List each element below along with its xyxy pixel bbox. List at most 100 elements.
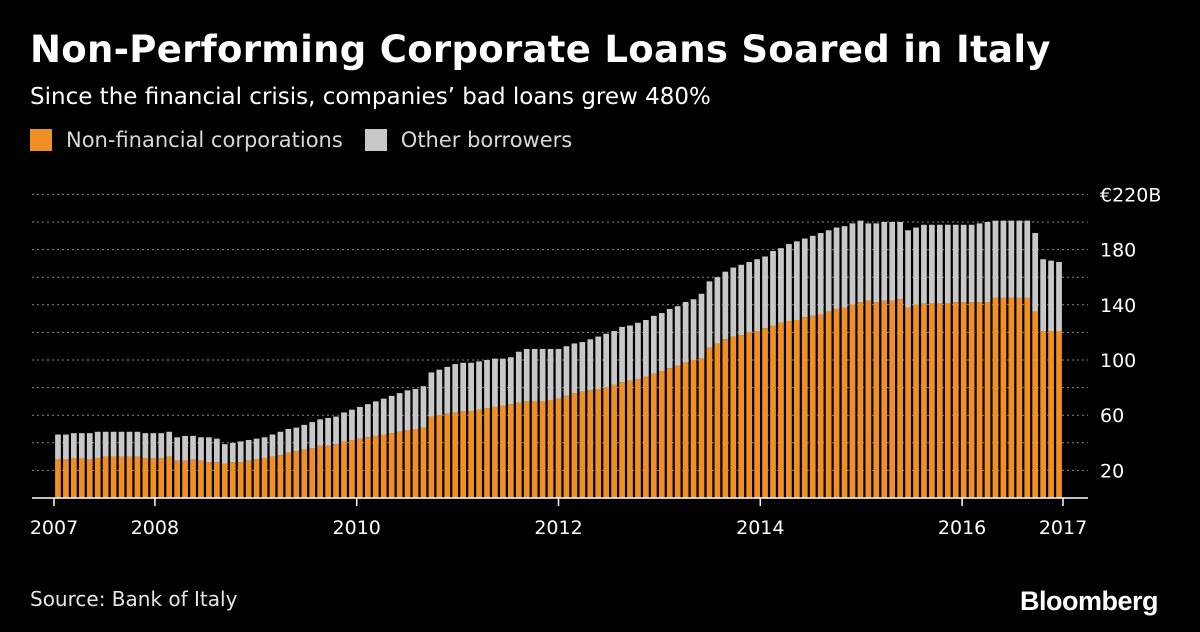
x-tick-label-2016: 2016 xyxy=(938,517,986,539)
bar-non-financial-84 xyxy=(722,339,729,498)
bar-other-87 xyxy=(746,262,753,333)
bar-other-56 xyxy=(500,358,506,406)
bar-other-66 xyxy=(579,342,586,392)
bar-non-financial-57 xyxy=(507,404,514,498)
bar-other-72 xyxy=(627,325,633,381)
bar-other-5 xyxy=(94,431,101,458)
bar-non-financial-41 xyxy=(380,434,387,498)
bar-non-financial-78 xyxy=(674,365,681,498)
bar-non-financial-26 xyxy=(261,457,268,498)
bar-other-10 xyxy=(134,431,141,457)
bar-non-financial-72 xyxy=(627,380,633,498)
bar-other-24 xyxy=(245,440,252,461)
bar-non-financial-32 xyxy=(309,448,316,498)
bar-other-27 xyxy=(269,434,276,457)
grid-lines xyxy=(32,193,1088,471)
bar-other-58 xyxy=(515,351,522,403)
bar-non-financial-105 xyxy=(889,300,896,498)
bar-non-financial-103 xyxy=(873,302,880,498)
bar-other-52 xyxy=(468,362,474,412)
bar-other-117 xyxy=(984,222,991,303)
bar-other-64 xyxy=(563,346,570,396)
bar-non-financial-24 xyxy=(245,460,252,498)
bar-other-33 xyxy=(317,419,324,446)
bar-non-financial-94 xyxy=(801,317,808,498)
bar-non-financial-122 xyxy=(1024,297,1031,498)
bar-other-34 xyxy=(325,417,331,446)
bar-other-23 xyxy=(237,441,244,463)
bar-other-81 xyxy=(698,293,705,359)
bar-non-financial-62 xyxy=(547,400,554,498)
bar-other-107 xyxy=(905,230,911,308)
bar-non-financial-47 xyxy=(428,416,435,498)
bar-other-3 xyxy=(78,433,85,458)
bar-other-0 xyxy=(55,434,61,460)
bar-other-9 xyxy=(126,431,133,457)
bar-non-financial-36 xyxy=(341,441,347,498)
bar-other-101 xyxy=(857,220,864,303)
bar-other-45 xyxy=(412,388,419,429)
bloomberg-logo: Bloomberg xyxy=(1019,586,1159,616)
bar-other-25 xyxy=(253,438,260,460)
bar-non-financial-29 xyxy=(285,452,292,498)
bar-non-financial-49 xyxy=(444,413,451,498)
bar-non-financial-108 xyxy=(913,304,919,498)
bar-non-financial-6 xyxy=(102,456,109,498)
bar-other-49 xyxy=(444,366,451,414)
bar-other-53 xyxy=(476,361,482,410)
bar-other-63 xyxy=(555,348,562,399)
bar-non-financial-115 xyxy=(968,302,975,498)
bar-other-118 xyxy=(992,220,999,298)
x-tick-label-2008: 2008 xyxy=(131,517,179,539)
bar-other-71 xyxy=(619,326,625,383)
legend-item-other: Other borrowers xyxy=(364,128,573,152)
bar-non-financial-89 xyxy=(762,328,768,498)
bar-other-78 xyxy=(674,306,681,366)
bars xyxy=(55,220,1062,498)
x-tick-label-2017: 2017 xyxy=(1039,517,1087,539)
x-tick-label-2010: 2010 xyxy=(333,517,381,539)
legend-label-other: Other borrowers xyxy=(400,128,573,152)
bar-non-financial-66 xyxy=(579,391,586,498)
bar-non-financial-107 xyxy=(905,307,911,498)
bar-other-7 xyxy=(110,431,117,457)
bar-non-financial-17 xyxy=(190,459,196,498)
bar-other-12 xyxy=(150,433,157,458)
bar-non-financial-60 xyxy=(531,401,538,498)
bar-other-28 xyxy=(277,431,284,456)
x-tick-label-2012: 2012 xyxy=(534,517,582,539)
bar-non-financial-16 xyxy=(182,460,188,498)
bar-non-financial-120 xyxy=(1008,297,1015,498)
bar-non-financial-43 xyxy=(396,431,403,498)
bar-non-financial-53 xyxy=(476,409,482,498)
bar-non-financial-18 xyxy=(198,460,204,498)
bar-other-39 xyxy=(364,404,371,438)
bar-non-financial-123 xyxy=(1032,311,1039,498)
bar-other-86 xyxy=(738,264,745,336)
bar-non-financial-27 xyxy=(269,456,276,498)
bar-other-19 xyxy=(206,437,212,463)
bar-other-109 xyxy=(921,224,927,304)
bar-non-financial-106 xyxy=(897,299,903,498)
bar-other-96 xyxy=(817,233,824,315)
bar-non-financial-113 xyxy=(952,302,959,498)
bar-non-financial-125 xyxy=(1048,331,1054,498)
bar-other-15 xyxy=(174,437,181,461)
bar-non-financial-124 xyxy=(1040,331,1046,498)
bar-non-financial-38 xyxy=(357,438,363,498)
bar-non-financial-2 xyxy=(71,457,77,498)
legend-item-non-financial: Non-financial corporations xyxy=(30,128,343,152)
bar-non-financial-25 xyxy=(253,459,260,498)
bar-other-115 xyxy=(968,224,975,303)
bar-other-93 xyxy=(793,241,800,320)
bar-non-financial-79 xyxy=(682,362,689,498)
bar-other-112 xyxy=(944,224,951,304)
chart-title: Non-Performing Corporate Loans Soared in… xyxy=(30,28,1051,71)
bar-other-51 xyxy=(460,362,467,412)
bar-other-35 xyxy=(333,416,339,445)
bar-non-financial-93 xyxy=(793,319,800,498)
bar-other-67 xyxy=(587,339,594,391)
bar-other-124 xyxy=(1040,259,1046,332)
bar-other-54 xyxy=(484,360,490,409)
bar-other-103 xyxy=(873,223,880,303)
